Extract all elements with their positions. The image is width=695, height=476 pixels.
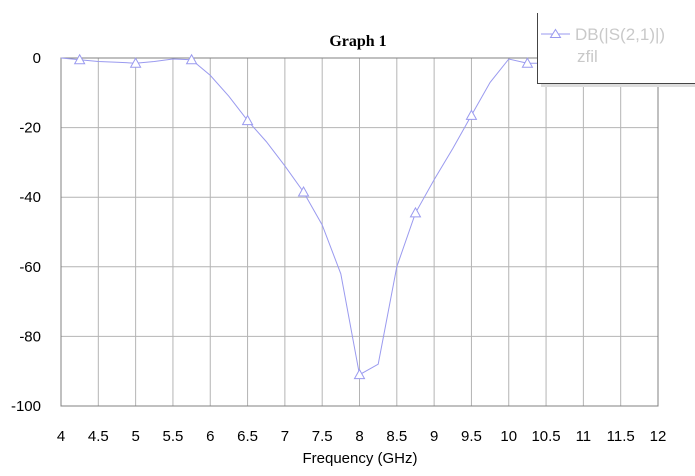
y-tick-label: -100 xyxy=(11,398,41,415)
legend-box xyxy=(537,13,695,83)
x-tick-label: 5.5 xyxy=(163,428,184,445)
series-marker xyxy=(241,114,254,126)
y-tick-label: 0 xyxy=(33,50,41,67)
series-layer xyxy=(60,53,547,380)
x-tick-label: 10 xyxy=(500,428,517,445)
series-marker xyxy=(353,368,366,380)
x-tick-label: 11.5 xyxy=(607,428,635,445)
series-marker xyxy=(521,57,534,68)
series-marker xyxy=(129,57,142,68)
x-tick-label: 5 xyxy=(131,428,139,445)
y-tick-label: -80 xyxy=(19,328,41,345)
legend: DB(|S(2,1)|) zfil xyxy=(537,13,695,87)
series-marker xyxy=(73,53,86,65)
y-tick-label: -40 xyxy=(19,189,41,206)
series-marker xyxy=(297,185,310,197)
grid-layer xyxy=(61,58,658,406)
legend-series-sublabel: zfil xyxy=(577,47,598,66)
y-tick-label: -60 xyxy=(19,259,41,276)
x-tick-label: 6.5 xyxy=(237,428,258,445)
x-tick-label: 10.5 xyxy=(531,428,560,445)
legend-series-name: DB(|S(2,1)|) xyxy=(575,25,665,44)
series-marker xyxy=(409,206,422,218)
x-tick-label: 6 xyxy=(206,428,214,445)
x-tick-label: 9 xyxy=(430,428,438,445)
series-marker xyxy=(185,53,198,65)
x-tick-label: 9.5 xyxy=(461,428,482,445)
x-tick-label: 4.5 xyxy=(88,428,109,445)
tick-layer: 4 4.5 5 5.5 6 6.5 7 7.5 8 8.5 9 9.5 10 10.5 11 11.5 12 0 -… xyxy=(11,50,666,445)
x-tick-label: 12 xyxy=(650,428,667,445)
x-tick-label: 7 xyxy=(281,428,289,445)
y-tick-label: -20 xyxy=(19,120,41,137)
x-tick-label: 8.5 xyxy=(386,428,407,445)
chart-title: Graph 1 xyxy=(329,33,386,50)
x-tick-label: 4 xyxy=(57,428,65,445)
plot-frame xyxy=(60,57,659,407)
x-axis-title: Frequency (GHz) xyxy=(302,450,417,467)
x-tick-label: 7.5 xyxy=(312,428,333,445)
x-tick-label: 11 xyxy=(576,428,592,445)
legend-series-marker xyxy=(549,28,562,38)
series-marker xyxy=(465,109,478,120)
x-tick-label: 8 xyxy=(355,428,363,445)
